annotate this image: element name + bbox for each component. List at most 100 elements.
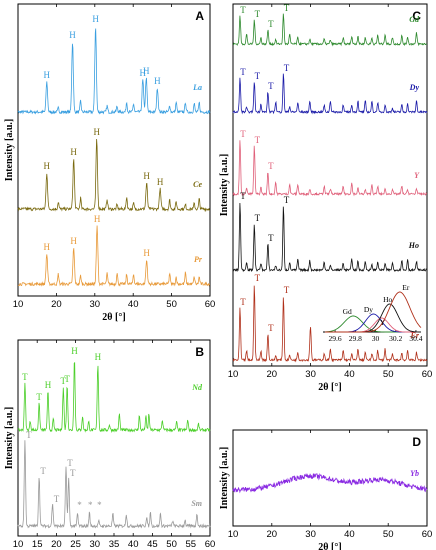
peak-marker-h: H	[95, 352, 102, 362]
series-label-er: Er	[410, 331, 420, 340]
peak-marker-h: H	[69, 30, 76, 40]
series-label-yb: Yb	[410, 469, 419, 478]
peak-marker-h: H	[45, 380, 52, 390]
x-tick-label: 20	[267, 369, 278, 380]
peak-marker-t: T	[61, 376, 67, 386]
peak-marker-h: H	[44, 70, 51, 80]
inset-curve-gd	[324, 315, 421, 333]
x-tick-label: 40	[344, 529, 355, 540]
peak-marker-t: T	[255, 213, 261, 223]
peak-marker-t: T	[240, 129, 246, 139]
x-tick-label: 50	[383, 529, 394, 540]
x-tick-label: 50	[166, 299, 177, 310]
peak-marker-h: H	[143, 248, 150, 258]
series-label-ce: Ce	[193, 180, 202, 189]
peak-marker-t: T	[284, 285, 290, 295]
x-tick-label: 10	[228, 369, 239, 380]
x-tick-label: 30	[305, 529, 316, 540]
peak-marker-t: T	[284, 3, 290, 13]
peak-marker-t: T	[64, 374, 70, 384]
x-tick-label: 10	[13, 539, 24, 550]
x-axis-label: 2θ [°]	[318, 382, 341, 393]
inset: 29.6 29.8 30 30.2 30.4 Gd Dy Ho Er Y	[323, 283, 423, 343]
x-axis-label: 2θ [°]	[318, 542, 341, 550]
peak-marker-t: T	[268, 323, 274, 333]
series-label-sm: Sm	[191, 499, 202, 508]
x-tick-label: 40	[128, 299, 139, 310]
peak-marker-h: H	[154, 76, 161, 86]
panel-b: 10152025303540455055602θ [°]Intensity [a…	[4, 339, 215, 550]
peak-marker-t: T	[240, 67, 246, 77]
panel-label: C	[412, 9, 421, 23]
panel-d: 10 20 30 40 50 60 2θ [°] Intensity [a.u.] D Yb	[219, 429, 433, 550]
inset-curve-y	[325, 317, 421, 333]
panel-label: A	[195, 9, 204, 23]
x-tick-label: 45	[147, 539, 158, 550]
y-axis-label: Intensity [a.u.]	[4, 407, 15, 470]
inset-label-y: Y	[380, 318, 386, 327]
inset-tick-label: 30	[372, 334, 380, 343]
x-tick-label: 60	[205, 299, 216, 310]
series-label-y: Y	[414, 171, 420, 180]
inset-label-dy: Dy	[364, 305, 373, 314]
peak-marker-h: H	[93, 127, 100, 137]
series-label-pr: Pr	[194, 255, 203, 264]
inset-label-er: Er	[402, 283, 410, 292]
series-label-la: La	[192, 83, 202, 92]
peak-marker-t: T	[240, 5, 246, 15]
peak-marker-t: T	[67, 458, 73, 468]
peak-marker-h: H	[143, 171, 150, 181]
x-tick-label: 40	[344, 369, 355, 380]
plot-frame	[232, 429, 428, 527]
peak-marker-h: H	[44, 242, 51, 252]
peak-marker-t: T	[268, 161, 274, 171]
series-line-sm	[17, 440, 211, 529]
series-line-yb	[232, 473, 428, 494]
peak-marker-t: T	[255, 9, 261, 19]
peak-marker-star: *	[88, 500, 93, 510]
peak-marker-t: T	[255, 273, 261, 283]
series-line-ce	[17, 138, 211, 213]
series-label-ho: Ho	[408, 241, 419, 250]
series-line-pr	[17, 225, 211, 287]
peak-marker-h: H	[140, 68, 147, 78]
y-axis-label: Intensity [a.u.]	[219, 154, 230, 217]
series-label-dy: Dy	[409, 83, 420, 92]
peak-marker-h: H	[92, 14, 99, 24]
x-tick-label: 60	[422, 529, 433, 540]
peak-marker-t: T	[22, 372, 28, 382]
peak-marker-h: H	[143, 66, 150, 76]
peak-marker-star: *	[97, 500, 102, 510]
peak-marker-t: T	[284, 195, 290, 205]
peak-marker-h: H	[71, 346, 78, 356]
inset-label-gd: Gd	[343, 307, 352, 316]
x-tick-label: 25	[70, 539, 81, 550]
x-tick-label: 30	[90, 299, 101, 310]
y-axis-label: Intensity [a.u.]	[4, 119, 15, 182]
peak-marker-t: T	[54, 494, 60, 504]
peak-marker-t: T	[268, 233, 274, 243]
y-axis-label: Intensity [a.u.]	[219, 447, 230, 510]
panel-label: B	[195, 345, 204, 359]
x-tick-label: 35	[109, 539, 120, 550]
peak-marker-h: H	[157, 177, 164, 187]
x-tick-label: 10	[13, 299, 24, 310]
peak-marker-star: *	[77, 500, 82, 510]
series-label-gd: Gd	[409, 15, 420, 24]
plot-frame	[232, 3, 428, 367]
inset-tick-label: 30.4	[409, 334, 422, 343]
panel-label: D	[412, 435, 421, 449]
peak-marker-t: T	[26, 430, 32, 440]
inset-tick-label: 29.8	[349, 334, 362, 343]
peak-marker-t: T	[240, 191, 246, 201]
peak-marker-t: T	[268, 19, 274, 29]
peak-marker-t: T	[255, 135, 261, 145]
x-tick-label: 60	[422, 369, 433, 380]
inset-tick-label: 29.6	[329, 334, 342, 343]
x-tick-label: 40	[128, 539, 139, 550]
peak-marker-t: T	[255, 71, 261, 81]
x-tick-label: 20	[51, 299, 62, 310]
x-tick-label: 10	[228, 529, 239, 540]
